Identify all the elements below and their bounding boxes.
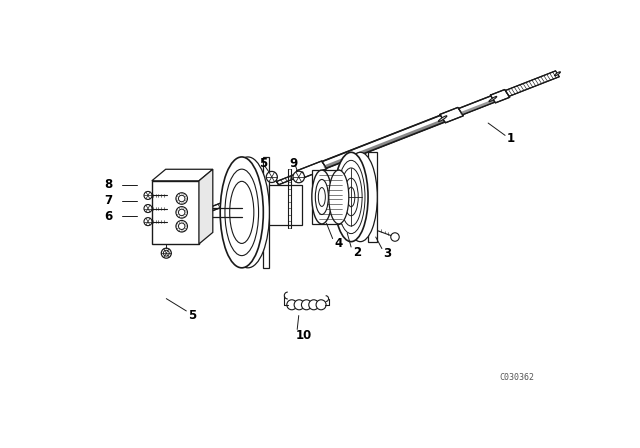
Polygon shape	[199, 169, 213, 244]
Polygon shape	[368, 152, 378, 241]
Text: 10: 10	[296, 329, 312, 342]
Text: 2: 2	[353, 246, 361, 259]
Circle shape	[301, 300, 312, 310]
Ellipse shape	[225, 169, 259, 256]
Text: 9: 9	[289, 157, 298, 170]
Polygon shape	[440, 108, 463, 123]
Ellipse shape	[489, 96, 497, 102]
Circle shape	[316, 300, 326, 310]
Polygon shape	[263, 157, 269, 268]
Text: 5: 5	[259, 157, 267, 170]
Polygon shape	[490, 90, 509, 103]
Text: 4: 4	[334, 237, 342, 250]
Circle shape	[391, 233, 399, 241]
Ellipse shape	[316, 180, 328, 215]
Circle shape	[161, 248, 172, 258]
Polygon shape	[257, 180, 280, 194]
Ellipse shape	[329, 170, 349, 224]
Text: 3: 3	[383, 247, 392, 260]
Text: 6: 6	[105, 210, 113, 223]
Ellipse shape	[344, 178, 358, 216]
Circle shape	[179, 209, 185, 215]
Circle shape	[144, 218, 152, 226]
Ellipse shape	[256, 188, 263, 193]
Circle shape	[179, 195, 185, 202]
Polygon shape	[312, 170, 339, 224]
Ellipse shape	[348, 187, 355, 207]
Circle shape	[287, 300, 297, 310]
Circle shape	[294, 300, 304, 310]
Ellipse shape	[340, 168, 362, 226]
Circle shape	[179, 223, 185, 229]
Circle shape	[266, 172, 277, 182]
Circle shape	[163, 250, 169, 256]
Text: 7: 7	[105, 194, 113, 207]
Ellipse shape	[220, 157, 263, 268]
Ellipse shape	[295, 172, 303, 177]
Circle shape	[144, 205, 152, 212]
Polygon shape	[296, 161, 327, 179]
Text: 1: 1	[507, 132, 515, 145]
Polygon shape	[152, 181, 199, 244]
Ellipse shape	[230, 181, 254, 243]
Circle shape	[293, 171, 305, 183]
Polygon shape	[152, 169, 213, 181]
Ellipse shape	[334, 152, 368, 241]
Polygon shape	[198, 188, 261, 216]
Text: C030362: C030362	[499, 373, 534, 382]
Ellipse shape	[554, 72, 561, 76]
Circle shape	[308, 300, 319, 310]
Polygon shape	[459, 96, 495, 115]
Ellipse shape	[312, 170, 332, 224]
Circle shape	[176, 220, 188, 232]
Ellipse shape	[344, 152, 378, 241]
Ellipse shape	[318, 188, 325, 207]
Polygon shape	[269, 185, 302, 225]
Text: 5: 5	[188, 309, 196, 322]
Polygon shape	[276, 173, 300, 185]
Ellipse shape	[337, 160, 365, 233]
Circle shape	[176, 193, 188, 204]
Text: 8: 8	[105, 178, 113, 191]
Ellipse shape	[438, 116, 447, 121]
Circle shape	[176, 207, 188, 218]
Circle shape	[144, 191, 152, 199]
Polygon shape	[322, 115, 445, 168]
Ellipse shape	[227, 157, 269, 268]
Polygon shape	[506, 71, 559, 96]
